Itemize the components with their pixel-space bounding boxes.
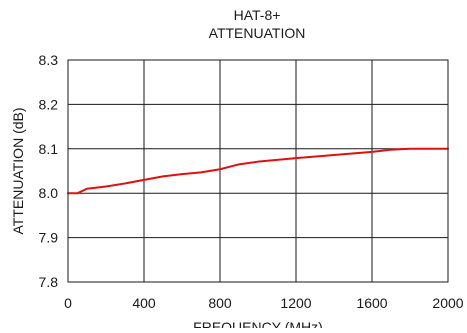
y-tick-label-4: 8.2 [39,96,59,112]
chart-title: HAT-8+ [234,7,281,23]
x-tick-label-2: 800 [208,295,232,311]
chart-subtitle: ATTENUATION [209,25,306,41]
series-layer [67,147,449,195]
x-tick-label-4: 1600 [356,295,387,311]
grid-layer [67,59,449,283]
plot-frame [67,59,449,283]
y-tick-label-2: 8.0 [39,185,59,201]
attenuation-series-line-0 [67,147,449,195]
y-axis-label: ATTENUATION (dB) [10,107,26,234]
y-tick-label-3: 8.1 [39,141,59,157]
tick-layer: 0 400 800 1200 1600 2000 7.8 7.9 8.0 8.1 8.2 8.3 [39,52,464,311]
x-tick-label-5: 2000 [432,295,463,311]
y-tick-label-5: 8.3 [39,52,59,68]
y-tick-label-1: 7.9 [39,230,59,246]
x-axis-label: FREQUENCY (MHz) [193,319,323,328]
x-tick-label-1: 400 [132,295,156,311]
y-tick-label-0: 7.8 [39,274,59,290]
x-tick-label-0: 0 [64,295,72,311]
x-tick-label-3: 1200 [280,295,311,311]
